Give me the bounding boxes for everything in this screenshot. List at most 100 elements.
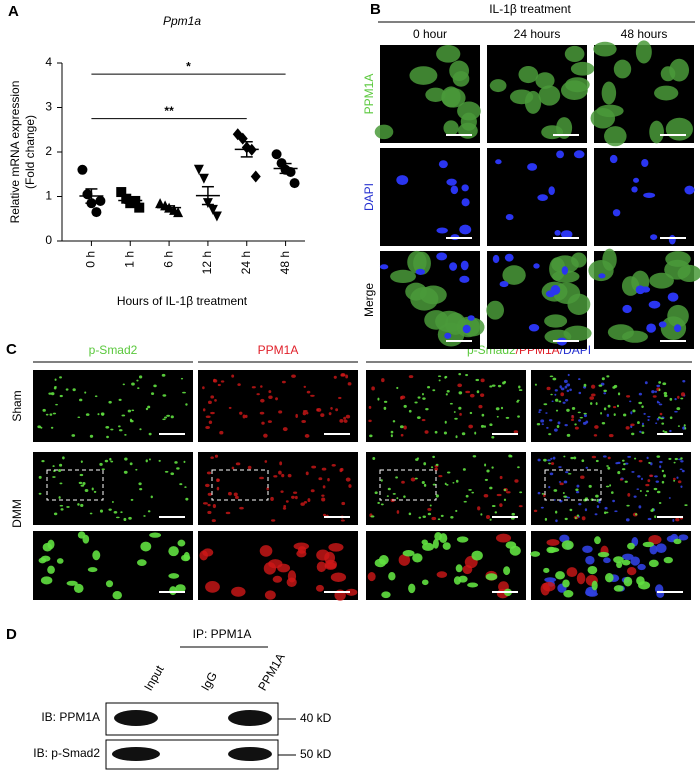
cell [480,393,485,397]
cell [678,534,689,541]
cell [139,487,143,491]
micrograph [198,452,358,525]
cell [656,384,661,388]
cell [59,394,63,398]
band [228,710,272,726]
cell [622,553,634,560]
cell [444,482,447,486]
cell [304,434,310,438]
cell [183,551,190,561]
cell [396,386,399,390]
cell [549,257,566,281]
cell [427,508,432,511]
treatment-header: IL-1β treatment [489,2,571,16]
cell [546,539,560,546]
cell [489,518,492,521]
size-label: 50 kD [300,747,332,761]
cell [559,482,564,486]
column-label: 24 hours [514,27,561,41]
cell [639,430,642,433]
cell [396,175,409,186]
cell [104,459,109,463]
cell [653,487,658,491]
cell [92,550,101,561]
cell [450,185,459,195]
cell [637,475,641,478]
cell [648,300,661,309]
cell [631,432,635,436]
cell [343,416,347,420]
cell [437,518,441,521]
cell [99,462,103,466]
cell [445,393,448,396]
cell [282,427,288,432]
cell [563,325,592,341]
cell [651,508,655,511]
cell [549,375,554,378]
cell [591,455,597,459]
cell [149,532,162,538]
cell [489,486,493,490]
cell [459,412,462,416]
cell [584,508,588,512]
cell [604,126,627,147]
zoom-box [211,469,269,501]
cell [543,458,547,462]
cell [101,468,105,471]
cell [603,557,611,564]
cell [673,461,676,464]
cell [105,580,114,588]
cell [581,459,585,463]
cell [310,394,315,397]
cell [528,323,540,332]
cell [562,491,565,495]
point [271,149,282,160]
cell [463,500,467,503]
cell [555,510,558,514]
cell [617,470,621,475]
chart-title: Ppm1a [163,14,201,28]
cell [174,461,178,464]
cell [438,160,448,169]
point [211,211,222,222]
cell [450,516,454,519]
cell [462,468,466,471]
cell [408,512,412,516]
cell [582,545,593,553]
cell [555,398,559,402]
cell [594,425,599,429]
cell [542,581,556,592]
cell [259,545,273,557]
cell [50,426,54,429]
cell [680,485,683,489]
cell [573,456,577,460]
cell [48,392,52,395]
cell [605,573,614,583]
cell [606,375,610,378]
cell [180,377,184,380]
cell [561,540,574,550]
micrograph [487,148,587,246]
cell [502,381,505,385]
cell [680,397,684,400]
cell [564,398,569,402]
cell [614,510,618,513]
cell [566,567,578,578]
cell [638,401,643,405]
cell [110,428,114,431]
cell [518,505,523,508]
cell [458,406,462,410]
cell [458,372,462,376]
cell [377,501,380,504]
cell [485,514,491,520]
cell [647,415,651,418]
cell [656,455,661,458]
cell [53,386,57,390]
cell [516,400,519,403]
cell [316,408,322,412]
y-tick-label: 4 [45,55,52,69]
cell [399,425,404,429]
cell [514,479,519,483]
cell [47,565,55,574]
cell [445,483,449,486]
